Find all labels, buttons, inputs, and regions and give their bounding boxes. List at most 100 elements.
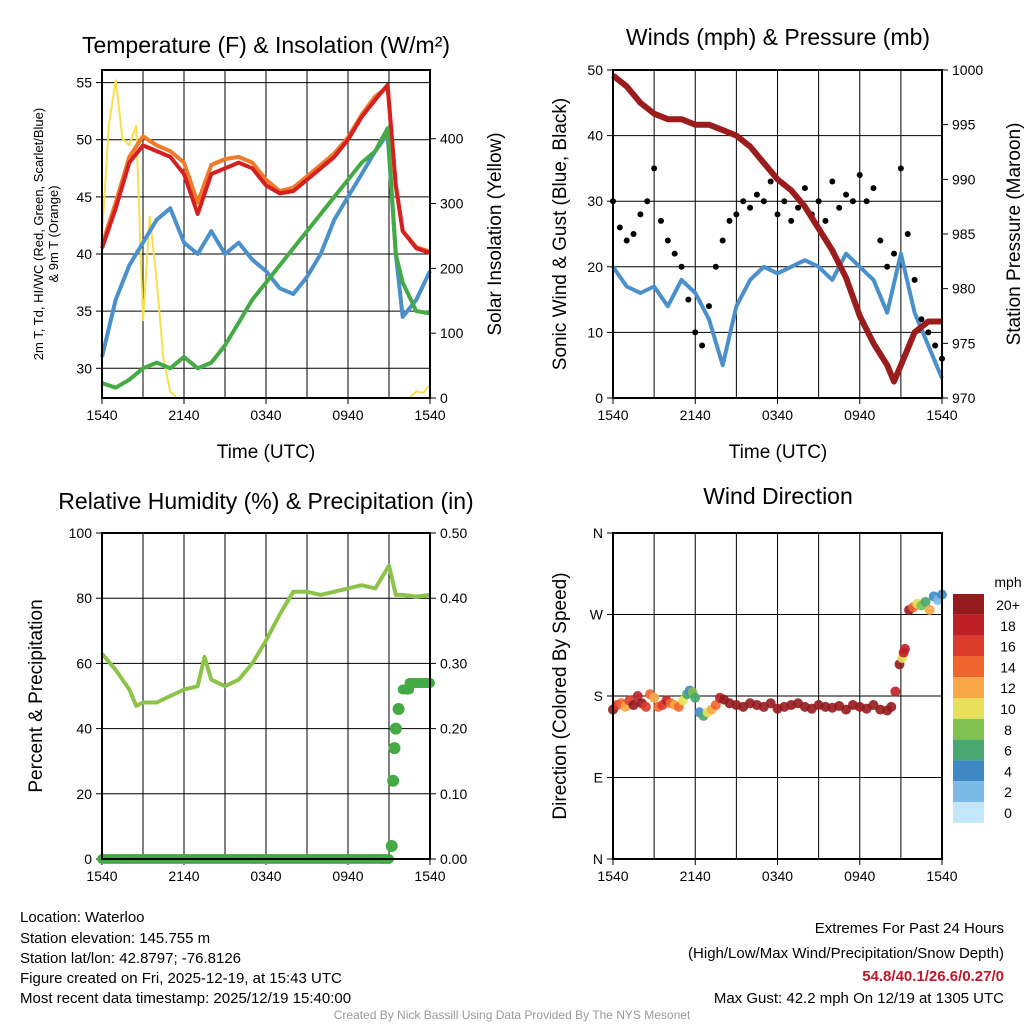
- gust-point: [925, 329, 932, 336]
- gust-point: [671, 250, 678, 257]
- wind-direction-point: [890, 686, 901, 697]
- wind-x-tick-label: 1540: [597, 407, 628, 423]
- speed-legend-title: mph: [994, 574, 1021, 590]
- credit-text: Created By Nick Bassill Using Data Provi…: [334, 1008, 691, 1022]
- wind-y-tick-label: 0: [595, 390, 603, 406]
- extremes-title: Extremes For Past 24 Hours: [815, 920, 1004, 937]
- temp-y-axis-label-line2: & 9m T (Orange): [46, 185, 61, 282]
- speed-legend-label: 20+: [996, 597, 1020, 613]
- gust-point: [911, 276, 918, 283]
- gust-point: [836, 204, 843, 211]
- gust-point: [904, 231, 911, 237]
- temp-panel-title: Temperature (F) & Insolation (W/m²): [82, 32, 450, 58]
- speed-legend-swatch: [953, 594, 984, 615]
- extremes-values: 54.8/40.1/26.6/0.27/0: [862, 968, 1004, 985]
- speed-legend-swatch: [953, 656, 984, 678]
- speed-legend-swatch: [953, 802, 984, 823]
- gust-point: [822, 217, 829, 224]
- gust-point: [918, 316, 925, 323]
- temp-y-axis-label: 2m T, Td, HI/WC (Red, Green, Scarlet/Blu…: [31, 108, 46, 360]
- gust-point: [815, 198, 822, 205]
- gust-point: [719, 237, 726, 244]
- gust-point: [856, 171, 863, 178]
- wind-y2-tick-label: 975: [952, 335, 976, 351]
- gust-point: [699, 342, 706, 349]
- hi-wc-line: [101, 126, 431, 390]
- temp-y-tick-label: 35: [76, 303, 92, 319]
- rh-y2-tick-label: 0.00: [440, 851, 467, 867]
- speed-legend-label: 18: [1000, 618, 1016, 634]
- max-gust-text: Max Gust: 42.2 mph On 12/19 at 1305 UTC: [714, 990, 1004, 1007]
- wind-direction-data: [608, 589, 947, 721]
- rh-y-tick-label: 40: [76, 721, 92, 737]
- gust-point: [870, 185, 877, 192]
- speed-legend-label: 8: [1004, 722, 1012, 738]
- rh-x-tick-label: 0940: [332, 868, 363, 884]
- wind-direction-y-tick-label: S: [594, 688, 603, 704]
- temp-y2-tick-label: 100: [440, 325, 464, 341]
- gust-point: [760, 198, 767, 205]
- wind-direction-point: [710, 700, 721, 711]
- temp-data: [100, 79, 432, 399]
- speed-legend-label: 0: [1004, 805, 1012, 821]
- gust-point: [849, 198, 856, 205]
- solar-y-axis-label: Solar Insolation (Yellow): [485, 132, 506, 335]
- wind-direction-point: [640, 701, 651, 712]
- wind-plot-frame: [612, 69, 943, 399]
- temp-y-tick-label: 50: [76, 132, 92, 148]
- rh-x-tick-label: 1540: [414, 868, 445, 884]
- gust-point: [637, 211, 644, 218]
- gust-point: [678, 263, 685, 270]
- gust-point: [733, 211, 740, 218]
- gust-point: [712, 263, 719, 270]
- gust-point: [767, 178, 774, 185]
- speed-legend-label: 14: [1000, 659, 1016, 675]
- latlon-text: Station lat/lon: 42.8797; -76.8126: [20, 950, 241, 967]
- speed-legend-swatch: [953, 677, 984, 698]
- wind-direction-point: [899, 643, 910, 654]
- wind-direction-y-tick-label: N: [593, 851, 603, 867]
- wind-y2-tick-label: 980: [952, 281, 976, 297]
- rh-y-tick-label: 80: [76, 590, 92, 606]
- wind-y-axis-label: Sonic Wind & Gust (Blue, Black): [550, 98, 571, 370]
- gust-point: [705, 303, 712, 310]
- rh-y-axis-label: Percent & Precipitation: [26, 599, 47, 792]
- gust-point: [726, 217, 733, 224]
- rh-y2-tick-label: 0.40: [440, 590, 467, 606]
- rh-panel: 1540 2140 0340 0940 15400204060801000.000.10…: [69, 525, 468, 884]
- wind-y-tick-label: 40: [587, 128, 603, 144]
- wind-direction-point: [628, 700, 639, 711]
- gust-point: [829, 178, 836, 185]
- temp-x-axis-label: Time (UTC): [217, 442, 316, 463]
- rh-data: [97, 563, 435, 864]
- wind-direction-x-tick-label: 1540: [926, 868, 957, 884]
- temp-plot-frame: [101, 69, 431, 399]
- speed-legend-swatch: [953, 635, 984, 657]
- rh-y-tick-label: 0: [84, 851, 92, 867]
- wind-direction-x-tick-label: 1540: [597, 868, 628, 884]
- rh-y2-tick-label: 0.30: [440, 655, 467, 671]
- rh-y-tick-label: 20: [76, 786, 92, 802]
- rh-x-tick-label: 2140: [168, 868, 199, 884]
- gust-point: [788, 217, 795, 224]
- temp-x-tick-label: 2140: [168, 407, 199, 423]
- location-text: Location: Waterloo: [20, 909, 145, 926]
- rh-y-tick-label: 100: [69, 525, 93, 541]
- rh-x-tick-label: 1540: [86, 868, 117, 884]
- temp-x-tick-label: 1540: [414, 407, 445, 423]
- speed-legend-swatch: [953, 718, 984, 740]
- wind-direction-point: [632, 691, 643, 701]
- gust-point: [616, 224, 623, 231]
- temp-panel: 1540 2140 0340 0940 1540 30 35 40 45 50 55 0 100 200 3…: [76, 69, 464, 423]
- wind-panel: 1540 2140 0340 0940 154001020304050970975980…: [587, 62, 983, 423]
- speed-legend-label: 12: [1000, 680, 1016, 696]
- precip-point: [389, 722, 402, 735]
- wind-y2-tick-label: 985: [952, 226, 976, 242]
- temp-y2-tick-label: 300: [440, 196, 464, 212]
- temp-x-tick-label: 0940: [332, 407, 363, 423]
- rh-plot-frame: [101, 532, 431, 860]
- gust-point: [891, 250, 898, 257]
- wind-x-tick-label: 0340: [762, 407, 793, 423]
